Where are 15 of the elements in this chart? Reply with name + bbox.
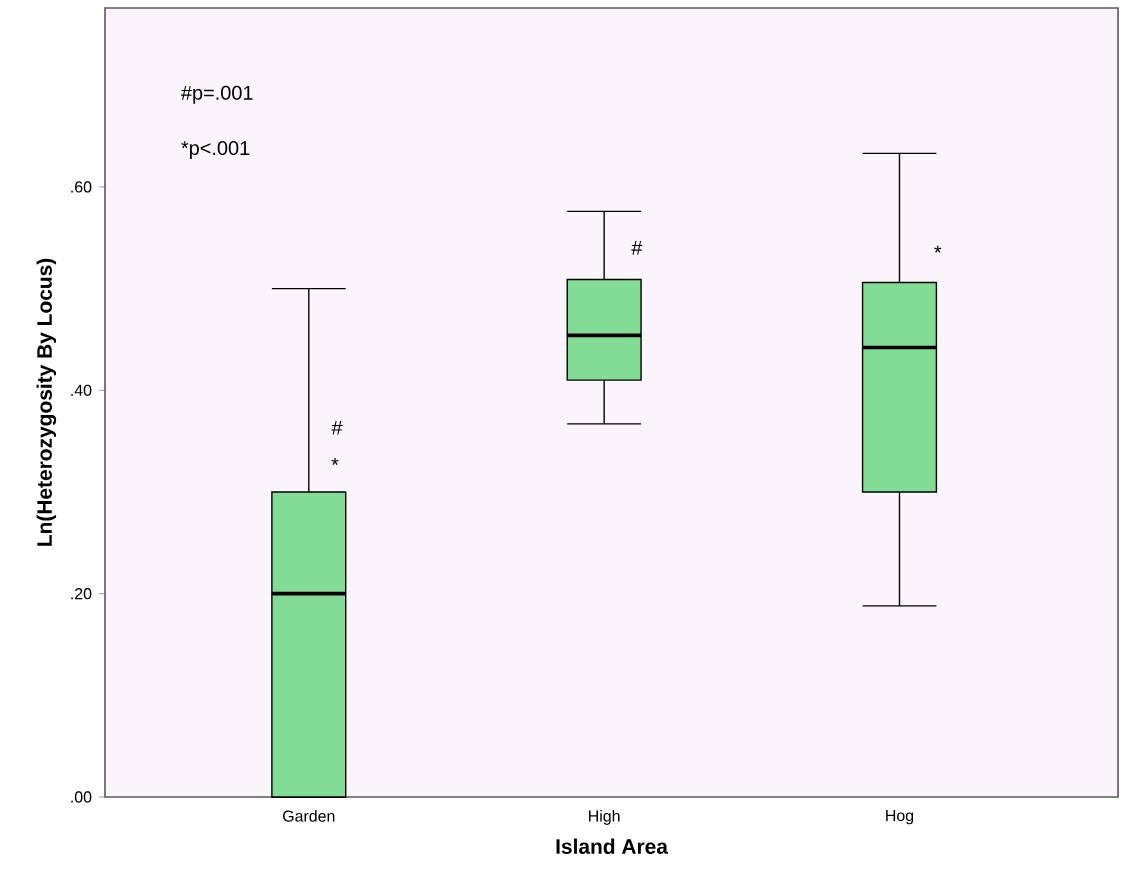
x-tick-label: Hog xyxy=(886,810,914,825)
annotation: * xyxy=(934,245,942,253)
x-tick-label: High xyxy=(589,810,620,825)
y-tick-label: .60 xyxy=(71,181,92,193)
annotation: # xyxy=(631,241,643,255)
y-axis-title: Ln(Heterozygosity By Locus) xyxy=(36,258,57,546)
annotation: * xyxy=(331,457,339,465)
x-axis-title: Island Area xyxy=(556,838,669,854)
y-tick-label: .20 xyxy=(71,588,92,600)
annotation: *p<.001 xyxy=(181,140,250,159)
y-tick-label: .00 xyxy=(71,791,92,803)
annotation: # xyxy=(331,420,343,435)
y-tick-label: .40 xyxy=(71,384,92,396)
annotation: #p=.001 xyxy=(181,85,253,104)
x-tick-label: Garden xyxy=(283,810,335,822)
